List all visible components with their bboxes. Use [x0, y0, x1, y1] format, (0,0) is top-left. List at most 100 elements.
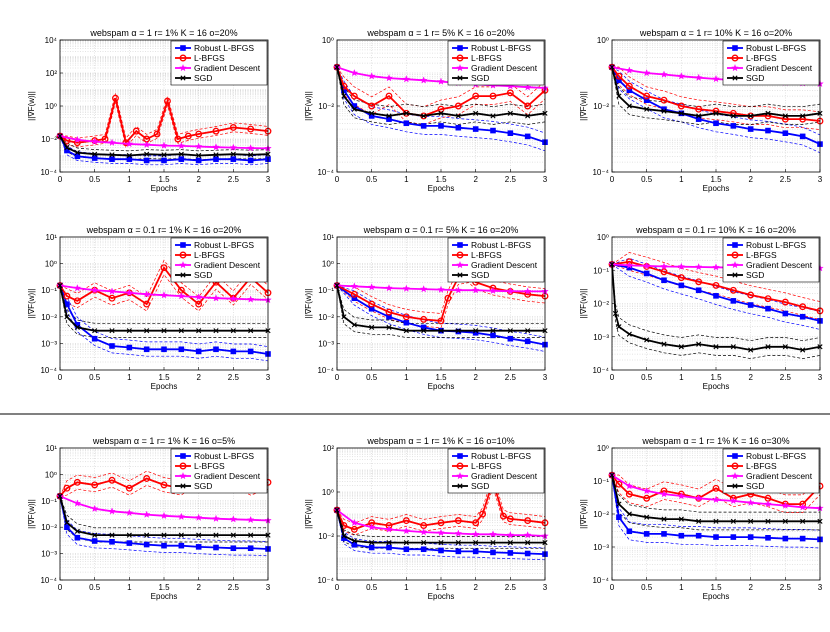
series-3-point [402, 526, 411, 535]
series-3-point [160, 511, 168, 520]
series-1-point [799, 133, 806, 140]
legend-marker [180, 75, 186, 81]
series-2-point [164, 97, 171, 105]
series-4-point [507, 540, 513, 546]
legend-marker [179, 462, 187, 470]
x-tick-label: 0.5 [366, 373, 378, 382]
series-2-point [73, 297, 81, 305]
series-4-point [126, 152, 132, 159]
series-2-point [660, 96, 668, 104]
series-2-point [472, 519, 480, 527]
series-2-envelope-upper [59, 259, 269, 298]
x-tick-label: 0 [610, 373, 615, 382]
y-axis-label: ||∇F(w)|| [304, 289, 313, 319]
series-3-point [402, 75, 411, 83]
x-tick-label: 0.5 [366, 583, 378, 592]
series-3-point [90, 137, 99, 145]
series-3-point [523, 83, 532, 91]
series-3-point [73, 499, 82, 507]
series-2-point [781, 298, 789, 306]
series-2-point [499, 512, 507, 520]
series-1-point [161, 542, 167, 549]
series-2-point [799, 303, 807, 311]
series-1-point [524, 133, 531, 140]
x-tick-label: 1 [679, 373, 684, 382]
series-4-point [369, 110, 375, 116]
legend-marker [180, 242, 186, 248]
series-3-point [523, 287, 532, 295]
series-4-point [678, 516, 684, 522]
series-2-point [444, 294, 452, 302]
x-tick-label: 0 [58, 373, 63, 382]
series-4-line [336, 285, 545, 332]
legend-entry: Gradient Descent [471, 260, 538, 270]
series-4-point [178, 532, 184, 538]
x-axis-label: Epochs [428, 382, 455, 391]
series-1-point [230, 545, 237, 552]
legend-marker [457, 45, 463, 51]
series-2-point [112, 94, 119, 102]
legend-marker [180, 272, 186, 278]
series-2-envelope-lower [336, 282, 546, 329]
x-tick-label: 1 [127, 175, 132, 184]
x-tick-label: 2 [473, 175, 478, 184]
x-tick-label: 0.5 [89, 175, 101, 184]
x-tick-label: 0 [58, 583, 63, 592]
x-tick-label: 3 [266, 583, 271, 592]
series-2-point [479, 510, 487, 518]
series-1-point [420, 123, 427, 129]
series-3-point [177, 292, 186, 300]
series-4-envelope-upper [59, 285, 268, 324]
series-2-point [402, 517, 410, 525]
series-2-envelope-upper [336, 267, 546, 314]
series-3-point [142, 140, 151, 148]
series-4-point [678, 344, 684, 350]
series-4-point [178, 151, 184, 157]
series-1-point [161, 157, 167, 164]
series-2-point [160, 481, 168, 489]
chart-7: 0 0.5 1 1.5 2 2.5 3 10⁻⁴ 10⁻³ 10⁻² 10⁻¹ 10⁰ 10¹ websp… [27, 436, 272, 601]
series-4-point [696, 341, 702, 347]
series-3-point [142, 290, 151, 298]
series-3-point [471, 286, 480, 294]
series-1-point [661, 277, 667, 284]
y-tick-label: 10⁻¹ [41, 286, 57, 295]
chart-title: webspam α = 1 r= 1% K = 16 o=20% [89, 28, 237, 38]
series-3-point [385, 284, 393, 292]
series-3-point [125, 139, 134, 148]
legend-marker [180, 45, 186, 51]
series-4-point [696, 518, 702, 524]
series-2-envelope-lower [59, 273, 269, 312]
series-4-point [730, 518, 736, 524]
chart-9: 0 0.5 1 1.5 2 2.5 3 10⁻⁴ 10⁻³ 10⁻² 10⁻¹ 10⁰ webspam … [579, 436, 824, 601]
series-1-point [386, 116, 392, 122]
series-1-point [195, 157, 202, 164]
series-4-point [421, 328, 427, 334]
series-4-point [64, 314, 70, 320]
legend-marker [732, 75, 738, 81]
series-4-point [490, 540, 496, 546]
series-2-point [615, 480, 623, 488]
series-2-point [160, 264, 168, 272]
series-1-point [178, 156, 185, 162]
series-1-point [765, 535, 771, 541]
series-1-line [59, 496, 269, 550]
series-4-point [696, 113, 702, 119]
series-1-point [643, 531, 650, 537]
series-4-point [92, 151, 98, 157]
legend-entry: Gradient Descent [194, 471, 261, 481]
series-2-point [125, 484, 133, 492]
x-tick-label: 2.5 [780, 175, 792, 184]
legend-marker [731, 54, 739, 62]
series-4-point [713, 110, 719, 116]
series-4-point [713, 518, 719, 524]
series-1-point [351, 541, 358, 548]
series-4-envelope-lower [611, 475, 820, 531]
legend-marker [457, 453, 463, 459]
series-4-point [748, 113, 754, 119]
series-1-point [507, 550, 514, 556]
legend-entry: Gradient Descent [194, 63, 261, 73]
series-1-point [765, 127, 771, 134]
series-3-point [660, 490, 668, 498]
